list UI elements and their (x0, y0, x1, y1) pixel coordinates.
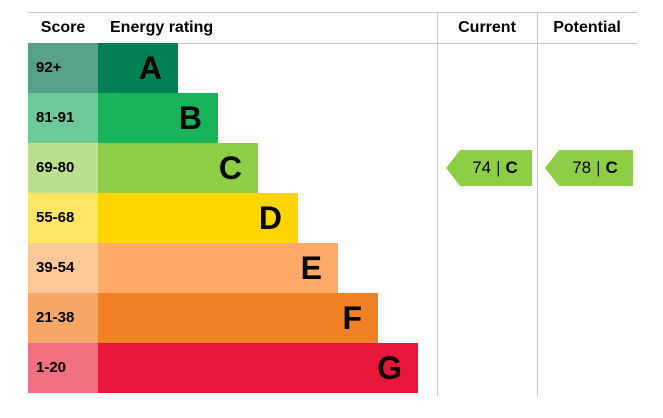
potential-separator: | (596, 158, 601, 177)
header-potential: Potential (553, 19, 621, 36)
band-letter-g: G (377, 350, 402, 386)
current-rating-letter: C (505, 158, 518, 177)
current-separator: | (496, 158, 501, 177)
chart-header: Score Energy rating Current Potential (28, 12, 637, 44)
band-row-a: 92+ A (28, 43, 418, 93)
band-score-g: 1-20 (28, 343, 98, 393)
band-row-e: 39-54 E (28, 243, 418, 293)
band-letter-f: F (342, 300, 362, 336)
band-letter-b: B (178, 100, 202, 136)
potential-score-value: 78 (572, 158, 592, 177)
band-score-e: 39-54 (28, 243, 98, 293)
band-bar-c: C (98, 143, 258, 193)
band-score-f: 21-38 (28, 293, 98, 343)
band-score-b: 81-91 (28, 93, 98, 143)
band-row-d: 55-68 D (28, 193, 418, 243)
header-energy-rating: Energy rating (110, 19, 214, 36)
band-letter-e: E (300, 250, 322, 286)
band-bar-d: D (98, 193, 298, 243)
band-rows: 92+ A 81-91 B 69-80 C 55-68 D 39-54 (28, 43, 418, 393)
band-row-f: 21-38 F (28, 293, 418, 343)
header-current: Current (458, 19, 516, 36)
band-bar-a: A (98, 43, 178, 93)
divider-current-column (437, 12, 438, 396)
band-row-g: 1-20 G (28, 343, 418, 393)
current-rating-arrow: 74 | C (446, 150, 532, 186)
band-bar-b: B (98, 93, 218, 143)
band-letter-a: A (138, 50, 162, 86)
band-bar-f: F (98, 293, 378, 343)
divider-potential-column (537, 12, 538, 396)
band-bar-e: E (98, 243, 338, 293)
current-score-value: 74 (472, 158, 492, 177)
band-row-b: 81-91 B (28, 93, 418, 143)
band-bar-g: G (98, 343, 418, 393)
potential-rating-letter: C (605, 158, 618, 177)
band-row-c: 69-80 C (28, 143, 418, 193)
band-letter-c: C (218, 150, 242, 186)
band-score-d: 55-68 (28, 193, 98, 243)
band-score-a: 92+ (28, 43, 98, 93)
header-score: Score (40, 19, 86, 36)
band-score-c: 69-80 (28, 143, 98, 193)
potential-rating-arrow: 78 | C (545, 150, 633, 186)
band-letter-d: D (258, 200, 282, 236)
